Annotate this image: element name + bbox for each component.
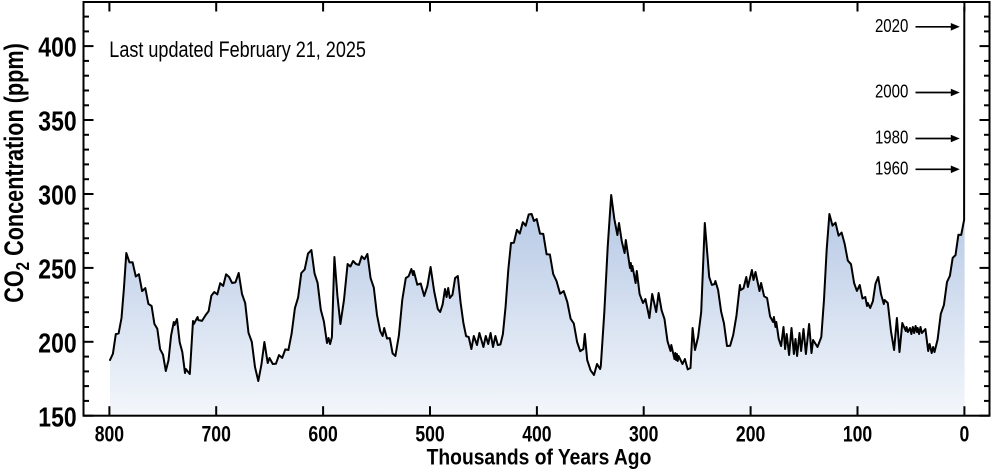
svg-text:400: 400 <box>38 33 76 64</box>
svg-text:2000: 2000 <box>875 81 908 102</box>
svg-text:200: 200 <box>736 423 765 447</box>
svg-text:800: 800 <box>95 423 124 447</box>
svg-text:150: 150 <box>38 402 76 433</box>
svg-text:2020: 2020 <box>875 15 908 36</box>
svg-text:200: 200 <box>38 328 76 359</box>
svg-text:500: 500 <box>415 423 444 447</box>
svg-text:CO2 Concentration (ppm): CO2 Concentration (ppm) <box>0 43 33 303</box>
svg-text:600: 600 <box>308 423 337 447</box>
svg-text:100: 100 <box>843 423 872 447</box>
svg-text:Last updated February 21, 2025: Last updated February 21, 2025 <box>109 39 366 63</box>
svg-text:0: 0 <box>960 423 970 447</box>
svg-text:1980: 1980 <box>875 127 908 148</box>
svg-text:250: 250 <box>38 254 76 285</box>
svg-text:300: 300 <box>38 181 76 212</box>
svg-text:350: 350 <box>38 107 76 138</box>
svg-text:1960: 1960 <box>875 158 908 179</box>
svg-text:300: 300 <box>629 423 658 447</box>
svg-text:400: 400 <box>522 423 551 447</box>
svg-text:700: 700 <box>202 423 231 447</box>
svg-text:Thousands of Years Ago: Thousands of Years Ago <box>427 446 652 470</box>
